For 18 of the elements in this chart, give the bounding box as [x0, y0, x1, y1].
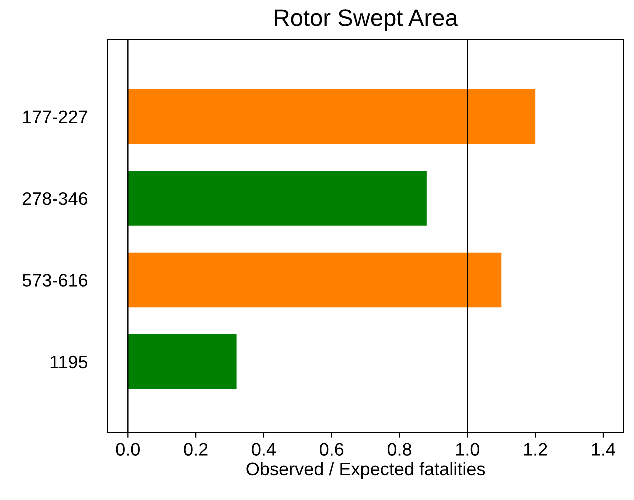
bar: [128, 252, 502, 308]
x-tick-label: 0.6: [320, 443, 344, 456]
x-tick-label: 0.4: [252, 443, 276, 456]
y-tick-label: 177-227: [23, 110, 88, 124]
y-tick-label: 1195: [50, 356, 88, 369]
bar: [128, 334, 237, 390]
y-tick-label: 573-616: [22, 274, 88, 287]
x-axis-title: Observed / Expected fatalities: [246, 462, 486, 480]
x-tick-label: 1.2: [524, 443, 548, 456]
x-tick-label: 1.0: [456, 443, 480, 456]
x-tick-label: 0.8: [388, 443, 412, 456]
y-tick-label: 278-346: [22, 192, 88, 206]
bar: [128, 89, 536, 144]
x-tick-label: 1.4: [592, 443, 616, 456]
x-tick-label: 0.0: [116, 443, 140, 456]
x-tick-label: 0.2: [184, 443, 208, 456]
bar: [128, 171, 427, 226]
chart-title: Rotor Swept Area: [275, 10, 458, 32]
